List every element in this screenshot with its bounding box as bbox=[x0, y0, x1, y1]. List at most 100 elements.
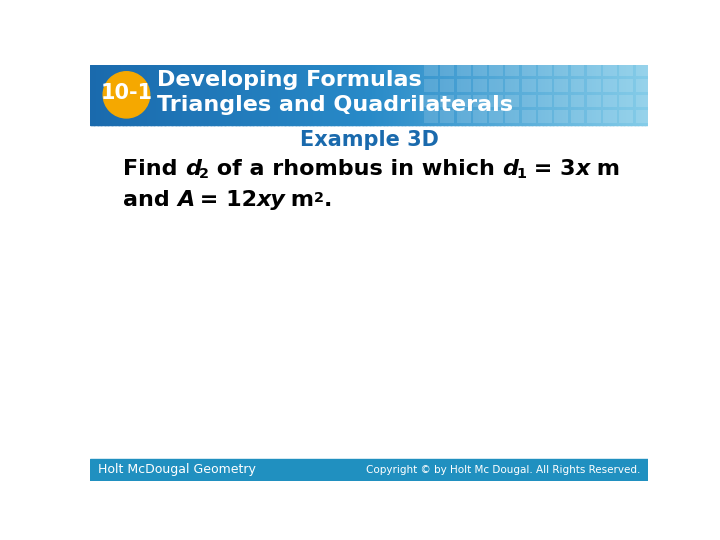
Bar bbox=[547, 65, 550, 125]
Bar bbox=[228, 65, 230, 125]
Bar bbox=[224, 65, 226, 125]
Bar bbox=[496, 65, 498, 125]
Bar bbox=[365, 65, 367, 125]
Bar bbox=[456, 49, 471, 61]
Text: 2: 2 bbox=[199, 167, 209, 181]
Bar bbox=[566, 65, 568, 125]
Bar bbox=[615, 65, 617, 125]
Bar bbox=[538, 64, 552, 76]
Bar bbox=[522, 79, 536, 92]
Bar bbox=[380, 65, 382, 125]
Bar bbox=[411, 65, 413, 125]
Bar bbox=[611, 65, 613, 125]
Text: = 3: = 3 bbox=[526, 159, 576, 179]
Bar bbox=[534, 65, 536, 125]
Text: = 12: = 12 bbox=[192, 190, 257, 210]
Bar bbox=[644, 65, 646, 125]
Text: 10-1: 10-1 bbox=[100, 83, 153, 103]
Bar bbox=[636, 79, 649, 92]
Bar bbox=[156, 65, 158, 125]
Bar bbox=[207, 65, 210, 125]
Bar bbox=[235, 65, 238, 125]
Bar bbox=[320, 65, 323, 125]
Text: m: m bbox=[283, 190, 314, 210]
Text: Triangles and Quadrilaterals: Triangles and Quadrilaterals bbox=[158, 95, 513, 115]
Bar bbox=[603, 110, 617, 123]
Bar bbox=[383, 65, 385, 125]
Bar bbox=[245, 65, 247, 125]
Bar bbox=[164, 65, 166, 125]
Bar bbox=[636, 64, 649, 76]
Bar bbox=[300, 65, 302, 125]
Bar bbox=[135, 65, 137, 125]
Text: 2: 2 bbox=[314, 191, 324, 205]
Bar bbox=[619, 110, 634, 123]
Bar bbox=[163, 65, 165, 125]
Bar bbox=[150, 65, 152, 125]
Bar bbox=[284, 65, 286, 125]
Bar bbox=[459, 65, 462, 125]
Bar bbox=[538, 79, 552, 92]
Bar bbox=[453, 65, 455, 125]
Bar bbox=[231, 65, 233, 125]
Bar bbox=[186, 65, 189, 125]
Bar bbox=[266, 65, 268, 125]
Bar bbox=[148, 65, 150, 125]
Bar bbox=[240, 65, 243, 125]
Bar bbox=[297, 65, 299, 125]
Bar bbox=[316, 65, 318, 125]
Bar bbox=[115, 65, 117, 125]
Bar bbox=[471, 65, 473, 125]
Bar bbox=[176, 65, 179, 125]
Bar bbox=[498, 65, 500, 125]
Bar bbox=[323, 65, 325, 125]
Bar bbox=[120, 65, 122, 125]
Bar bbox=[289, 65, 292, 125]
Bar bbox=[126, 65, 128, 125]
Bar bbox=[294, 65, 296, 125]
Bar bbox=[346, 65, 348, 125]
Bar bbox=[313, 65, 315, 125]
Bar bbox=[222, 65, 225, 125]
Bar bbox=[168, 65, 171, 125]
Bar bbox=[167, 65, 169, 125]
Bar bbox=[285, 65, 287, 125]
Bar bbox=[356, 65, 359, 125]
Bar bbox=[373, 65, 375, 125]
Bar bbox=[598, 65, 600, 125]
Bar bbox=[132, 65, 134, 125]
Bar bbox=[624, 65, 626, 125]
Bar bbox=[505, 110, 519, 123]
Bar bbox=[200, 65, 202, 125]
Bar bbox=[147, 65, 149, 125]
Bar bbox=[125, 65, 127, 125]
Bar bbox=[441, 64, 454, 76]
Bar bbox=[554, 49, 568, 61]
Bar bbox=[522, 64, 536, 76]
Bar bbox=[140, 65, 143, 125]
Text: Holt McDougal Geometry: Holt McDougal Geometry bbox=[98, 463, 256, 476]
Bar bbox=[456, 65, 458, 125]
Bar bbox=[368, 65, 370, 125]
Bar bbox=[344, 65, 346, 125]
Bar bbox=[133, 65, 135, 125]
Bar bbox=[630, 65, 632, 125]
Bar bbox=[489, 110, 503, 123]
Bar bbox=[507, 65, 509, 125]
Bar bbox=[145, 65, 147, 125]
Bar bbox=[270, 65, 272, 125]
Bar bbox=[307, 65, 310, 125]
Bar bbox=[621, 65, 624, 125]
Bar bbox=[590, 65, 592, 125]
Bar bbox=[433, 65, 436, 125]
Bar bbox=[419, 65, 421, 125]
Bar bbox=[100, 65, 102, 125]
Bar bbox=[139, 65, 141, 125]
Bar bbox=[652, 110, 666, 123]
Bar bbox=[431, 65, 433, 125]
Bar bbox=[242, 65, 244, 125]
Bar bbox=[570, 64, 585, 76]
Bar bbox=[298, 65, 300, 125]
Bar bbox=[436, 65, 438, 125]
Bar bbox=[424, 64, 438, 76]
